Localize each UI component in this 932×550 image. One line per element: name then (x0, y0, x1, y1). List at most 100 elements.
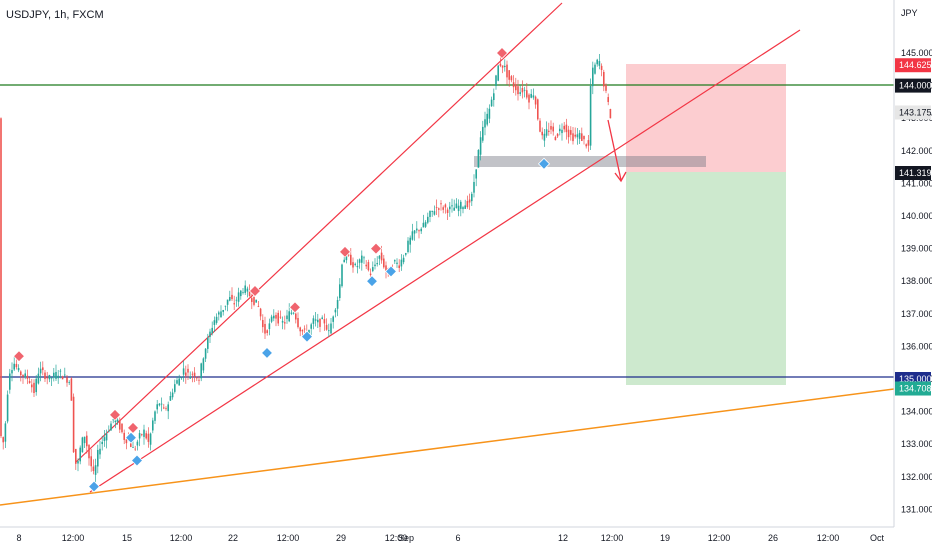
long-term-trendline[interactable] (0, 388, 895, 506)
swing-low-marker (300, 330, 314, 343)
candle-body (361, 255, 363, 263)
candle-body (262, 319, 264, 328)
swing-low-marker (260, 346, 274, 359)
candle-body (341, 264, 343, 287)
candle-body (526, 90, 528, 98)
swing-low-marker (365, 275, 379, 288)
x-tick-label: 12:00 (277, 533, 300, 543)
candle-body (310, 324, 312, 329)
candle-body (352, 262, 354, 268)
candle-body (57, 375, 59, 379)
candle-body (449, 206, 451, 210)
candle-body (440, 203, 442, 205)
candle-body (521, 87, 524, 93)
candle-body (365, 264, 367, 267)
candle-body (86, 435, 88, 447)
price-tag-label: 144.000 (899, 81, 932, 91)
candle-body (534, 96, 537, 105)
candle-body (490, 99, 493, 107)
candle-body (574, 134, 576, 137)
candle-body (583, 135, 585, 140)
candle-body (72, 396, 75, 453)
channel-upper-line[interactable] (75, 2, 563, 463)
candle-body (473, 181, 475, 193)
candle-body (110, 423, 112, 431)
candle-body (251, 298, 253, 302)
swing-high-marker (288, 301, 302, 314)
candle-body (297, 318, 299, 328)
breakout-zone[interactable] (474, 156, 706, 167)
candle-body (499, 63, 502, 66)
candle-body (231, 294, 233, 300)
candle-body (242, 292, 244, 294)
candle-body (253, 296, 255, 305)
candle-body (488, 108, 491, 119)
candle-body (409, 237, 411, 245)
stop-loss-zone[interactable] (626, 64, 786, 172)
channel-lower-line[interactable] (89, 29, 801, 493)
candle-body (519, 92, 521, 94)
candle-body (215, 316, 218, 323)
candle-body (537, 99, 539, 120)
candle-body (2, 437, 4, 443)
chart-title: USDJPY, 1h, FXCM (6, 9, 104, 21)
candle-body (517, 86, 519, 95)
candle-body (587, 140, 590, 146)
candle-body (112, 419, 114, 421)
swing-low-marker (384, 265, 398, 278)
candle-body (563, 125, 565, 130)
candle-body (339, 284, 341, 299)
y-tick-label: 142.000 (901, 146, 932, 156)
candle-body (455, 203, 458, 209)
candle-body (295, 313, 297, 320)
candle-body (468, 199, 471, 203)
price-tag-label: 134.708 (899, 384, 932, 394)
candle-body (317, 319, 319, 323)
candle-body (193, 372, 196, 377)
candle-body (512, 82, 515, 88)
swing-low-marker (124, 431, 138, 444)
candle-body (427, 216, 429, 223)
candle-body (39, 368, 42, 374)
candle-body (22, 374, 24, 377)
candle-body (592, 67, 594, 87)
take-profit-zone[interactable] (626, 172, 786, 385)
candle-body (160, 403, 163, 405)
candle-body (332, 316, 334, 322)
candle-body (88, 445, 90, 459)
candle-body (191, 373, 194, 375)
candle-body (405, 253, 407, 255)
x-tick-label: 12 (558, 533, 568, 543)
candle-body (123, 432, 125, 440)
x-tick-label: 26 (768, 533, 778, 543)
y-tick-label: 137.000 (901, 309, 932, 319)
candle-body (94, 465, 97, 475)
candle-body (508, 70, 510, 80)
candle-body (605, 84, 607, 91)
price-tag (895, 78, 931, 93)
candle-body (167, 404, 169, 412)
candle-body (413, 230, 416, 234)
candle-body (222, 309, 224, 312)
candle-body (460, 201, 462, 209)
candle-body (550, 126, 552, 130)
x-tick-label: 29 (336, 533, 346, 543)
y-tick-label: 140.000 (901, 211, 932, 221)
candle-body (145, 433, 147, 439)
candle-body (299, 327, 301, 332)
x-tick-label: Sep (398, 533, 414, 543)
candle-body (530, 93, 532, 98)
candle-body (257, 305, 260, 307)
candle-body (424, 222, 427, 227)
candle-body (163, 407, 165, 409)
candle-body (418, 230, 420, 232)
candle-body (378, 255, 381, 259)
candle-body (565, 124, 568, 133)
candle-body (46, 377, 48, 379)
candle-body (143, 429, 145, 437)
candle-body (176, 380, 178, 384)
candle-body (552, 126, 554, 132)
candle-body (4, 423, 7, 442)
